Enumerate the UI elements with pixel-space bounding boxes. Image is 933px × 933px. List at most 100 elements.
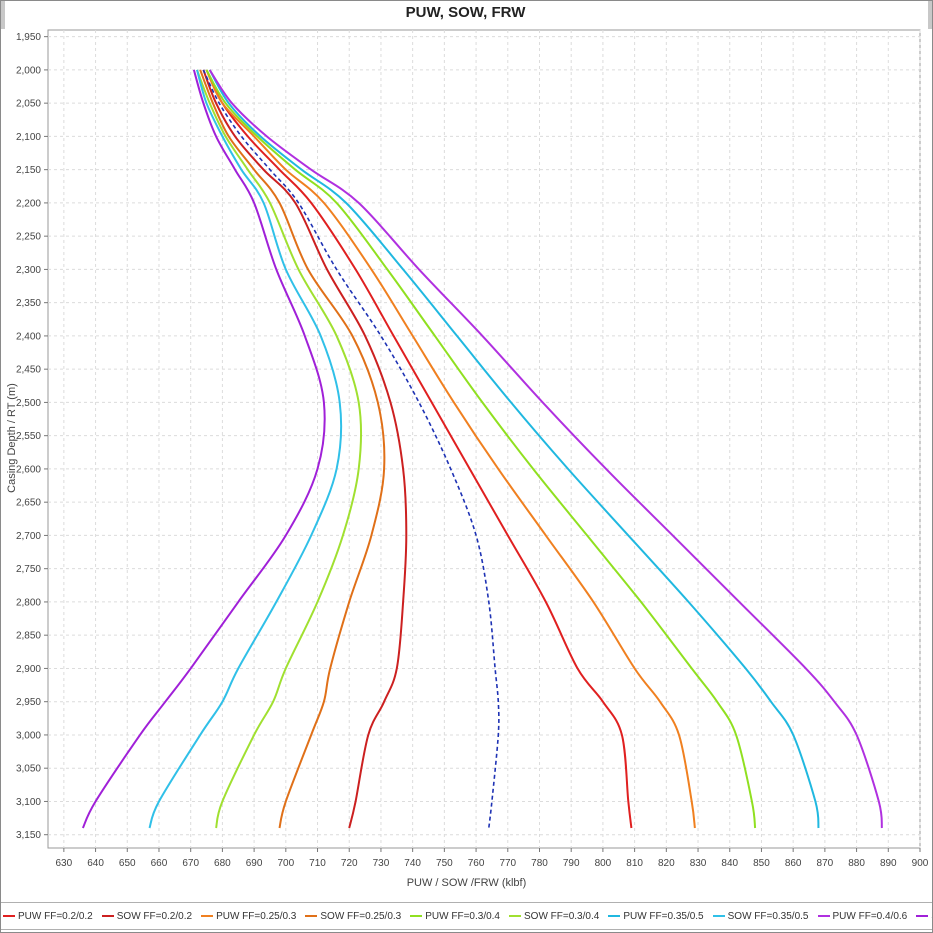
x-tick-label: 740 (404, 858, 421, 869)
series-lines (81, 69, 883, 829)
x-tick-label: 730 (373, 858, 390, 869)
x-tick-label: 750 (436, 858, 453, 869)
legend-swatch (410, 915, 423, 917)
legend-label: PUW FF=0.2/0.2 (18, 910, 93, 922)
x-tick-label: 720 (341, 858, 358, 869)
y-tick-label: 1,950 (16, 32, 41, 43)
y-tick-label: 2,500 (16, 398, 41, 409)
series-line-0[interactable] (205, 69, 633, 829)
x-axis-label: PUW / SOW /FRW (klbf) (406, 877, 527, 889)
legend-swatch (101, 915, 114, 917)
window-edge-left (1, 1, 5, 29)
chart-legend: PUW FF=0.2/0.2 SOW FF=0.2/0.2 PUW FF=0.25/… (1, 902, 932, 930)
x-tick-label: 890 (880, 858, 897, 869)
x-tick-label: 800 (595, 858, 612, 869)
y-tick-label: 2,750 (16, 564, 41, 575)
legend-swatch (201, 915, 214, 917)
series-line-6[interactable] (208, 69, 820, 829)
x-tick-label: 880 (848, 858, 865, 869)
y-axis-label: Casing Depth / RT (m) (6, 383, 18, 493)
legend-item-6[interactable]: PUW FF=0.35/0.5 (608, 910, 704, 922)
plot-area (47, 29, 921, 849)
legend-swatch (305, 915, 318, 917)
y-tick-label: 2,600 (16, 464, 41, 475)
y-tick-label: 2,100 (16, 132, 41, 143)
x-tick-label: 810 (626, 858, 643, 869)
x-tick-label: 820 (658, 858, 675, 869)
x-tick-label: 710 (309, 858, 326, 869)
legend-swatch (712, 915, 725, 917)
legend-item-2[interactable]: PUW FF=0.25/0.3 (201, 911, 296, 922)
window-edge-right (928, 1, 932, 29)
series-line-3[interactable] (199, 69, 386, 829)
y-tick-label: 2,950 (16, 697, 41, 708)
legend-label: SOW FF=0.25/0.3 (320, 910, 402, 922)
legend-label: PUW FF=0.35/0.5 (623, 910, 704, 922)
legend-label: SOW FF=0.35/0.5 (727, 910, 809, 922)
legend-label: PUW FF=0.25/0.3 (216, 910, 297, 922)
y-tick-label: 2,000 (16, 65, 41, 76)
grid (44, 30, 921, 852)
x-tick-label: 690 (246, 858, 263, 869)
legend-label: SOW FF=0.2/0.2 (116, 910, 193, 922)
legend-swatch (916, 915, 929, 917)
series-line-10[interactable] (202, 69, 500, 829)
legend-item-3[interactable]: SOW FF=0.25/0.3 (305, 911, 401, 922)
legend-item-1[interactable]: SOW FF=0.2/0.2 (101, 910, 193, 922)
y-tick-label: 2,850 (16, 631, 41, 642)
legend-swatch (608, 915, 621, 917)
series-line-4[interactable] (205, 69, 757, 829)
y-tick-label: 3,100 (16, 797, 41, 808)
x-tick-label: 860 (785, 858, 802, 869)
legend-label: PUW FF=0.4/0.6 (832, 910, 908, 922)
x-tick-label: 870 (817, 858, 834, 869)
legend-swatch (3, 915, 15, 917)
series-line-7[interactable] (148, 69, 343, 829)
series-line-1[interactable] (202, 69, 408, 829)
series-line-8[interactable] (208, 69, 883, 829)
x-tick-label: 630 (56, 858, 73, 869)
x-tick-label: 840 (721, 858, 738, 869)
legend-item-8[interactable]: PUW FF=0.4/0.6 (817, 910, 908, 922)
x-tick-label: 650 (119, 858, 136, 869)
legend-label: PUW FF=0.3/0.4 (425, 910, 500, 922)
legend-label: SOW FF=0.4/0.6 (931, 911, 932, 922)
y-tick-label: 2,550 (16, 431, 41, 442)
legend-label: SOW FF=0.3/0.4 (524, 910, 600, 922)
legend-swatch (817, 915, 830, 917)
x-tick-label: 700 (277, 858, 294, 869)
series-line-5[interactable] (196, 69, 363, 829)
x-tick-label: 660 (151, 858, 168, 869)
series-line-2[interactable] (205, 69, 696, 829)
y-tick-label: 2,200 (16, 198, 41, 209)
y-tick-label: 2,250 (16, 232, 41, 243)
x-tick-label: 780 (531, 858, 548, 869)
y-tick-label: 2,450 (16, 365, 41, 376)
x-tick-label: 790 (563, 858, 580, 869)
legend-item-5[interactable]: SOW FF=0.3/0.4 (509, 911, 599, 922)
x-tick-label: 770 (499, 858, 516, 869)
y-tick-label: 2,150 (16, 165, 41, 176)
legend-swatch (509, 915, 521, 917)
y-tick-label: 2,900 (16, 664, 41, 675)
y-tick-label: 2,050 (16, 99, 41, 110)
y-tick-label: 3,050 (16, 764, 41, 775)
x-tick-label: 850 (753, 858, 770, 869)
legend-item-4[interactable]: PUW FF=0.3/0.4 (410, 911, 500, 922)
legend-item-7[interactable]: SOW FF=0.35/0.5 (712, 910, 809, 922)
chart-plot[interactable]: 630 640 650 660 670 680 690 700 710 720 730 740 750 7… (0, 0, 933, 900)
y-tick-label: 2,400 (16, 331, 41, 342)
legend-item-9[interactable]: SOW FF=0.4/0.6 (916, 911, 932, 922)
series-line-9[interactable] (81, 69, 326, 829)
chart-title: PUW, SOW, FRW (405, 4, 526, 21)
x-tick-label: 640 (87, 858, 104, 869)
y-tick-label: 2,700 (16, 531, 41, 542)
x-tick-label: 680 (214, 858, 231, 869)
y-tick-label: 2,650 (16, 498, 41, 509)
legend-item-0[interactable]: PUW FF=0.2/0.2 (3, 911, 93, 922)
y-tick-label: 3,000 (16, 730, 41, 741)
y-tick-label: 2,800 (16, 597, 41, 608)
y-tick-label: 2,350 (16, 298, 41, 309)
x-tick-label: 830 (690, 858, 707, 869)
x-tick-label: 900 (912, 858, 929, 869)
